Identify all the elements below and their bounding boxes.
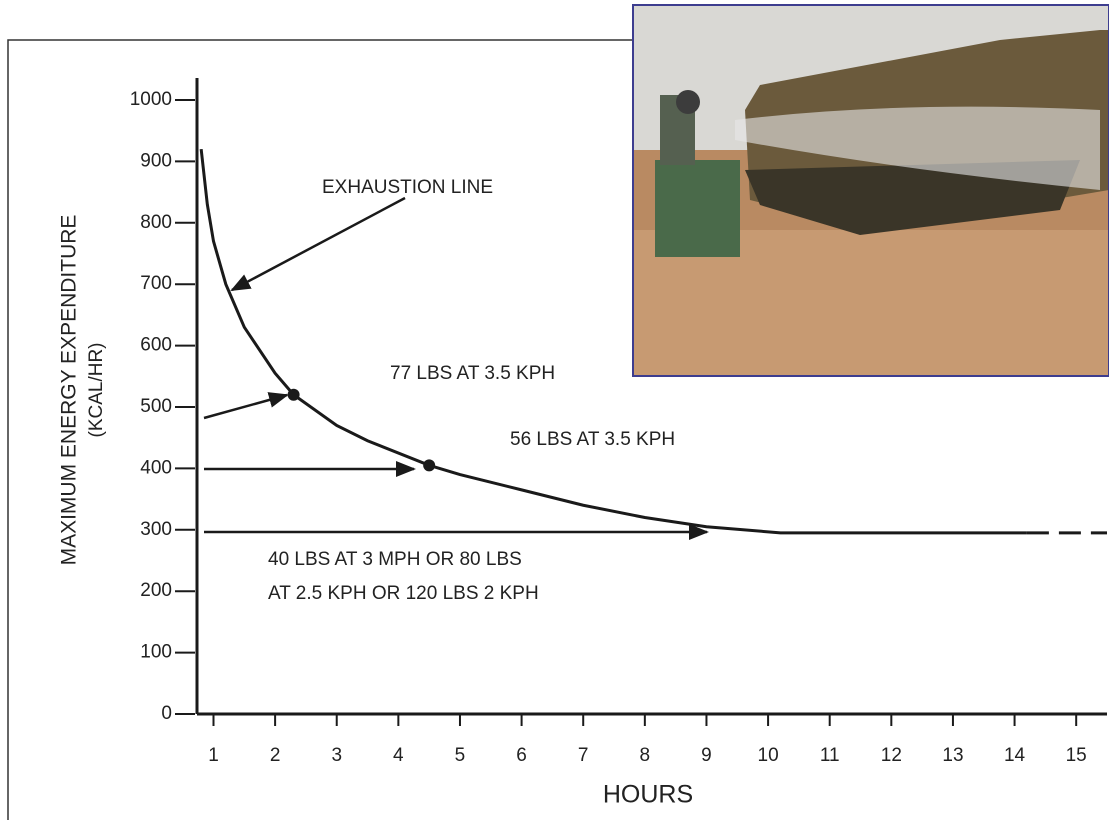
y-tick-label: 200 bbox=[140, 580, 172, 601]
chart: EXHAUSTION LINE 77 LBS AT 3.5 KPH 56 LBS… bbox=[0, 0, 1109, 823]
y-tick-label: 400 bbox=[140, 457, 172, 478]
point bbox=[423, 459, 435, 471]
y-tick-label: 0 bbox=[161, 703, 172, 724]
x-tick-label: 13 bbox=[942, 745, 963, 766]
y-tick-label: 100 bbox=[140, 642, 172, 663]
y-tick-label: 600 bbox=[140, 335, 172, 356]
x-tick-label: 7 bbox=[578, 745, 589, 766]
y-tick-label: 300 bbox=[140, 519, 172, 540]
annotation: AT 2.5 KPH OR 120 LBS 2 KPH bbox=[268, 583, 539, 604]
y-axis-unit: (KCAL/HR) bbox=[86, 342, 107, 437]
x-tick-label: 12 bbox=[881, 745, 902, 766]
x-tick-label: 2 bbox=[270, 745, 281, 766]
y-tick-label: 700 bbox=[140, 273, 172, 294]
y-tick-label: 1000 bbox=[130, 89, 172, 110]
y-tick-label: 900 bbox=[140, 150, 172, 171]
x-tick-label: 9 bbox=[701, 745, 712, 766]
x-tick-label: 3 bbox=[331, 745, 342, 766]
x-tick-label: 5 bbox=[455, 745, 466, 766]
photo bbox=[633, 5, 1109, 376]
annotation: 77 LBS AT 3.5 KPH bbox=[390, 363, 555, 384]
x-tick-label: 6 bbox=[516, 745, 527, 766]
x-axis-label: HOURS bbox=[603, 781, 693, 809]
annotation: EXHAUSTION LINE bbox=[322, 177, 493, 198]
y-axis-label: MAXIMUM ENERGY EXPENDITURE bbox=[58, 215, 81, 566]
point bbox=[288, 389, 300, 401]
x-tick-label: 8 bbox=[640, 745, 651, 766]
x-tick-label: 11 bbox=[820, 745, 840, 766]
x-tick-label: 14 bbox=[1004, 745, 1026, 766]
y-tick-label: 800 bbox=[140, 212, 172, 233]
x-tick-label: 1 bbox=[208, 745, 219, 766]
annotation: 56 LBS AT 3.5 KPH bbox=[510, 429, 675, 450]
x-tick-label: 15 bbox=[1066, 745, 1087, 766]
y-tick-label: 500 bbox=[140, 396, 172, 417]
x-tick-label: 10 bbox=[758, 745, 779, 766]
annotation: 40 LBS AT 3 MPH OR 80 LBS bbox=[268, 549, 522, 570]
x-tick-label: 4 bbox=[393, 745, 404, 766]
